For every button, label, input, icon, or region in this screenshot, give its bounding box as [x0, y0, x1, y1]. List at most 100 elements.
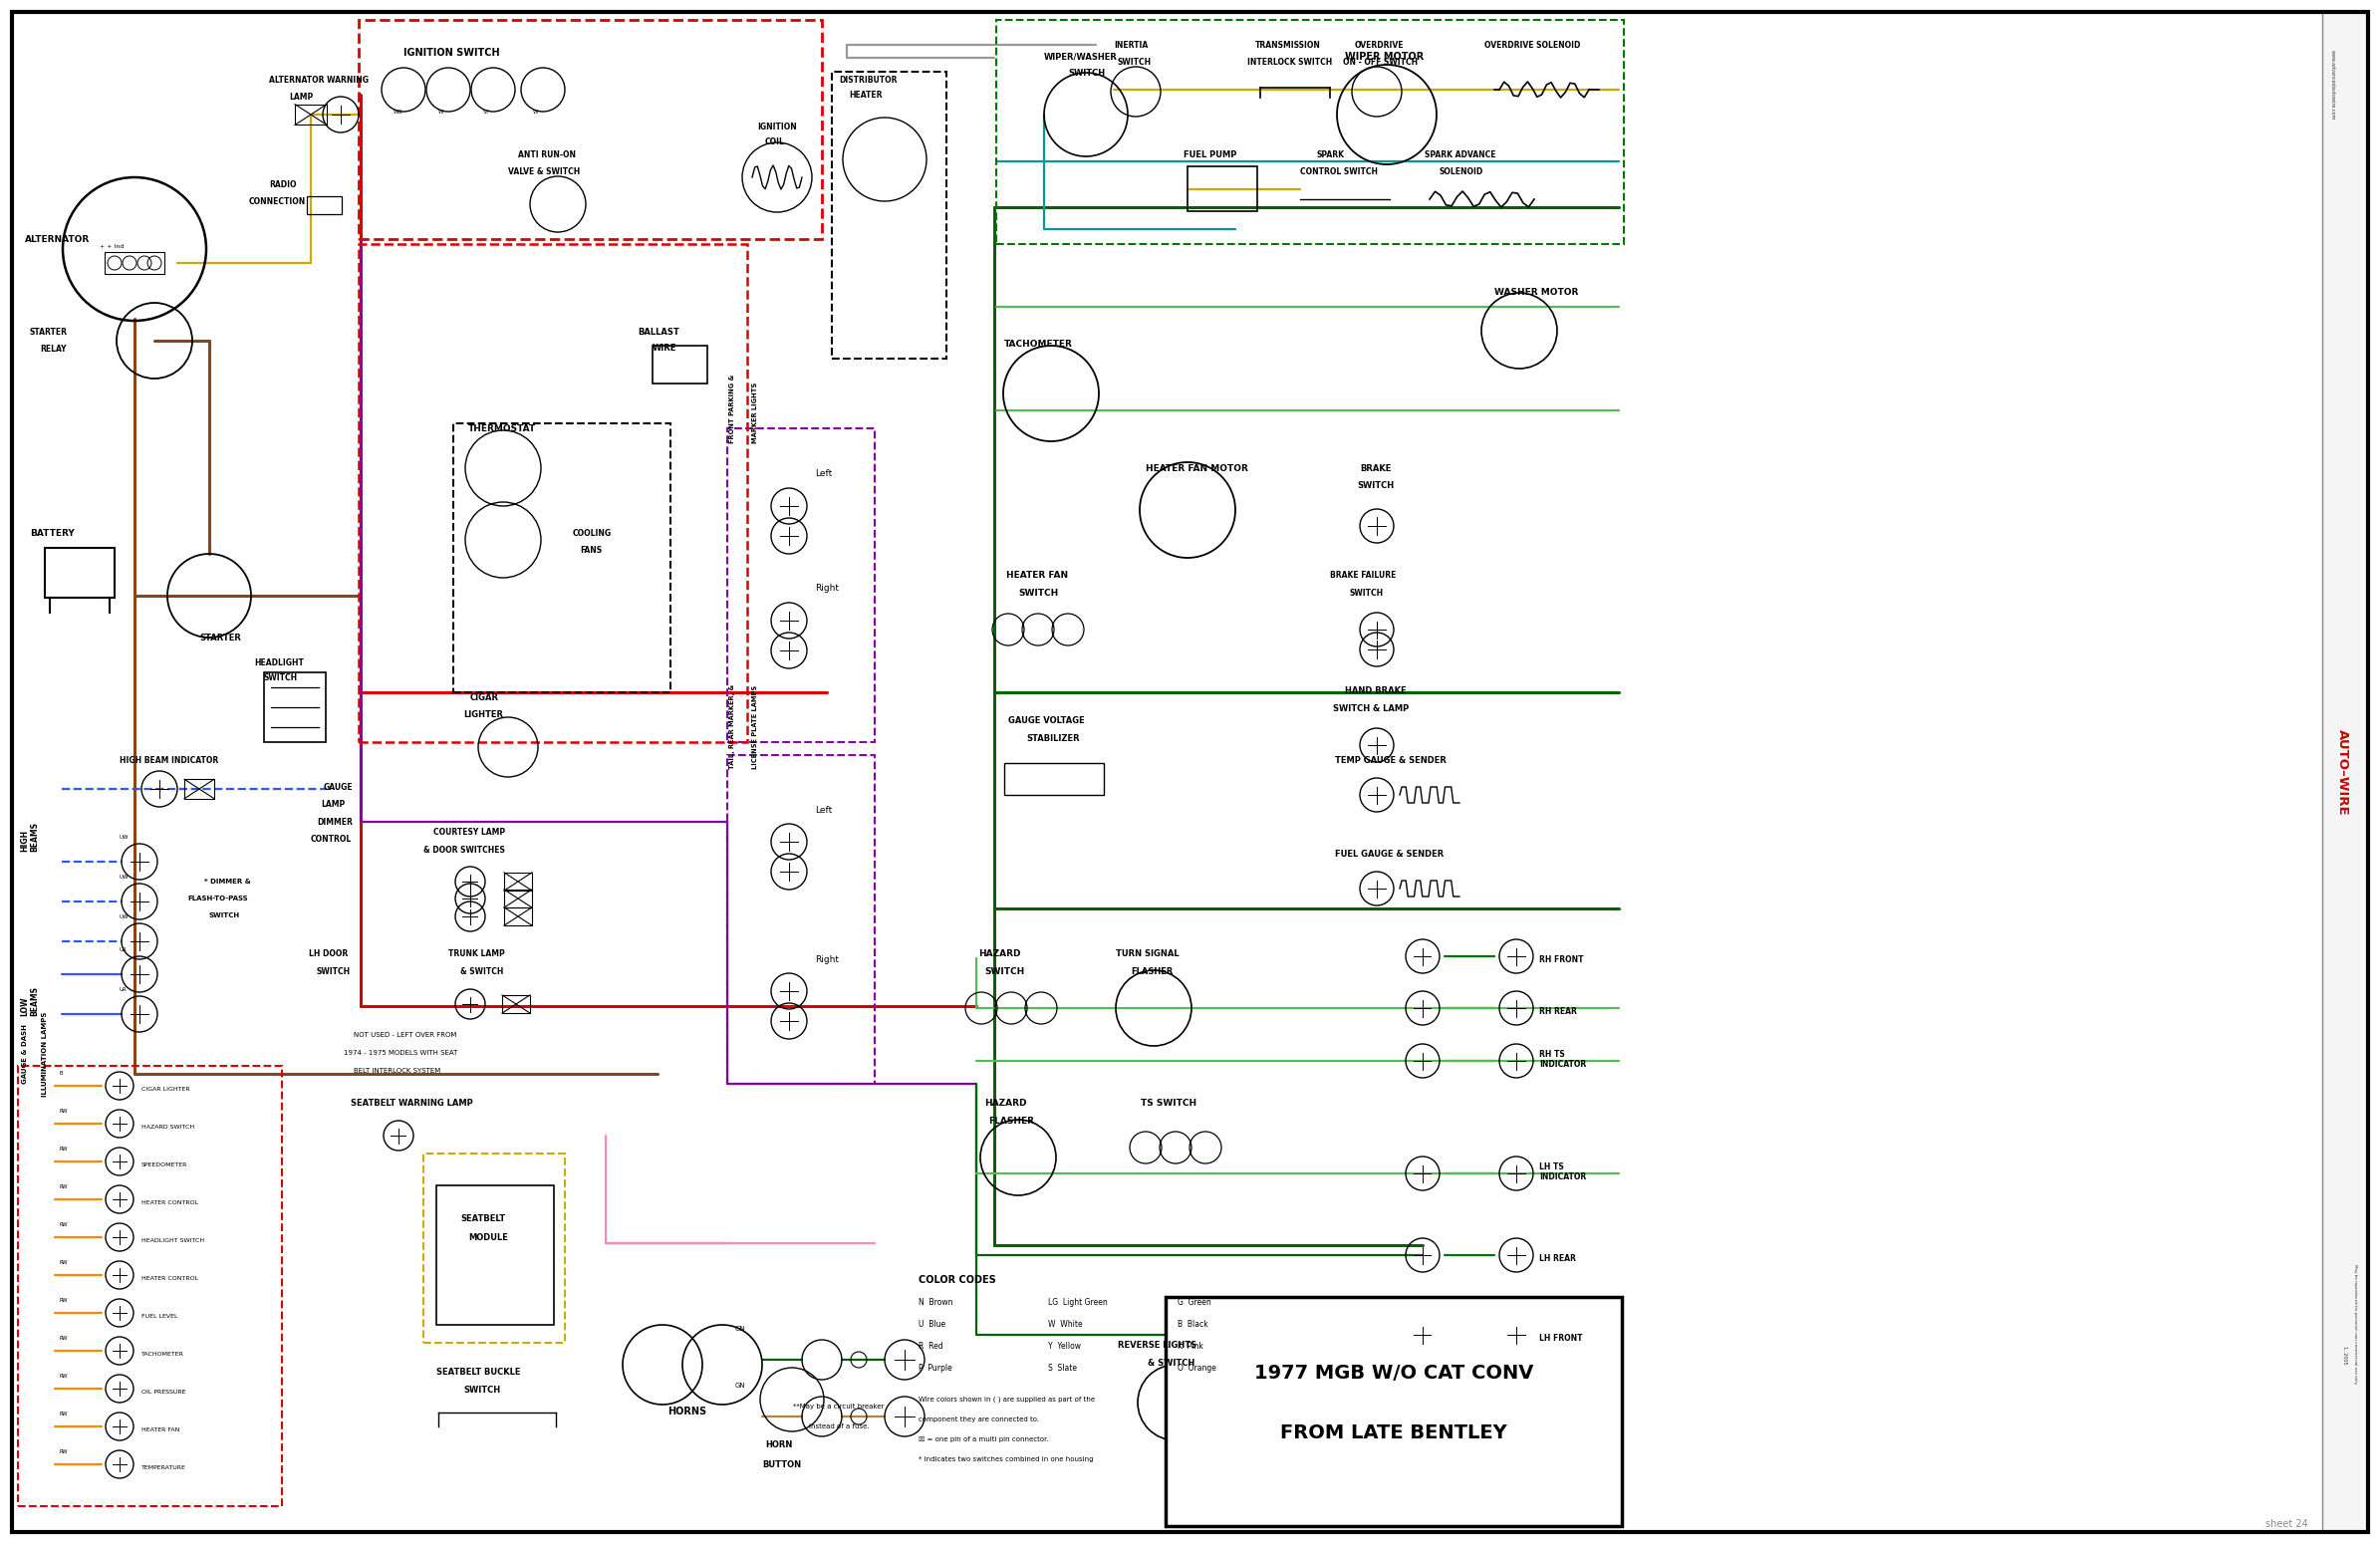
- Text: SWITCH: SWITCH: [1349, 588, 1383, 598]
- Text: COIL: COIL: [764, 137, 785, 147]
- Text: LH REAR: LH REAR: [1540, 1254, 1576, 1263]
- Text: SEATBELT: SEATBELT: [459, 1214, 505, 1223]
- Bar: [2323, 12, 2368, 1532]
- Text: TRANSMISSION: TRANSMISSION: [1254, 40, 1321, 49]
- Text: IGNITION: IGNITION: [757, 122, 797, 131]
- Bar: [264, 672, 326, 743]
- Text: REVERSE LIGHTS: REVERSE LIGHTS: [1119, 1340, 1197, 1349]
- Bar: [505, 889, 533, 908]
- Text: RH TS
INDICATOR: RH TS INDICATOR: [1540, 1050, 1585, 1068]
- Text: SWITCH: SWITCH: [264, 673, 298, 682]
- Bar: [652, 346, 707, 383]
- Text: ☒ = one pin of a multi pin connector.: ☒ = one pin of a multi pin connector.: [919, 1436, 1050, 1442]
- Text: GN: GN: [735, 1382, 745, 1388]
- Text: BELT INTERLOCK SYSTEM: BELT INTERLOCK SYSTEM: [355, 1068, 440, 1073]
- Text: Wire colors shown in ( ) are supplied as part of the: Wire colors shown in ( ) are supplied as…: [919, 1396, 1095, 1402]
- Text: CIGAR LIGHTER: CIGAR LIGHTER: [140, 1087, 190, 1092]
- Text: Right: Right: [814, 956, 838, 965]
- Text: SWITCH: SWITCH: [1069, 69, 1104, 77]
- Text: SWITCH: SWITCH: [209, 913, 240, 919]
- Text: HEADLIGHT SWITCH: HEADLIGHT SWITCH: [140, 1238, 205, 1243]
- Text: FROM LATE BENTLEY: FROM LATE BENTLEY: [1280, 1424, 1507, 1442]
- Text: HEATER FAN: HEATER FAN: [1007, 571, 1069, 579]
- Text: + + Ind: + + Ind: [100, 244, 124, 249]
- Text: CONTROL: CONTROL: [312, 835, 352, 843]
- Text: RW: RW: [60, 1184, 69, 1189]
- Text: 1977 MGB W/O CAT CONV: 1977 MGB W/O CAT CONV: [1254, 1363, 1533, 1382]
- Text: COURTESY LAMP: COURTESY LAMP: [433, 828, 505, 837]
- Text: & DOOR SWITCHES: & DOOR SWITCHES: [424, 846, 505, 855]
- Text: RELAY: RELAY: [40, 344, 67, 354]
- Text: BUTTON: BUTTON: [762, 1461, 802, 1470]
- Text: TURN SIGNAL: TURN SIGNAL: [1116, 950, 1178, 959]
- Text: RW: RW: [60, 1147, 69, 1152]
- Text: W: W: [438, 110, 443, 114]
- Text: TAIL, REAR MARKER, &: TAIL, REAR MARKER, &: [728, 684, 735, 769]
- Text: ANTI RUN-ON: ANTI RUN-ON: [519, 150, 576, 159]
- Text: FUEL GAUGE & SENDER: FUEL GAUGE & SENDER: [1335, 849, 1445, 858]
- Text: TS SWITCH: TS SWITCH: [1140, 1099, 1197, 1107]
- Text: HEATER FAN MOTOR: HEATER FAN MOTOR: [1145, 465, 1247, 472]
- Text: HAND BRAKE: HAND BRAKE: [1345, 687, 1407, 695]
- Text: component they are connected to.: component they are connected to.: [919, 1416, 1040, 1422]
- Text: & SWITCH: & SWITCH: [1147, 1359, 1195, 1368]
- Text: BRAKE FAILURE: BRAKE FAILURE: [1330, 571, 1397, 579]
- Text: **May be a circuit breaker: **May be a circuit breaker: [793, 1403, 885, 1410]
- Text: B  Black: B Black: [1178, 1320, 1209, 1329]
- Text: UW: UW: [119, 914, 129, 919]
- Text: Right: Right: [814, 584, 838, 593]
- Text: FLASH-TO-PASS: FLASH-TO-PASS: [188, 896, 248, 902]
- Bar: [1188, 167, 1257, 212]
- Text: HORN: HORN: [764, 1441, 793, 1450]
- Text: SEATBELT BUCKLE: SEATBELT BUCKLE: [436, 1368, 521, 1377]
- Text: P  Purple: P Purple: [919, 1363, 952, 1373]
- Bar: [1004, 763, 1104, 795]
- Text: GAUGE & DASH: GAUGE & DASH: [21, 1024, 29, 1084]
- Text: HEATER FAN: HEATER FAN: [140, 1428, 181, 1433]
- Text: SPARK ADVANCE: SPARK ADVANCE: [1426, 150, 1497, 159]
- Text: HAZARD: HAZARD: [978, 950, 1021, 959]
- Text: RW: RW: [60, 1450, 69, 1454]
- Text: RADIO: RADIO: [269, 181, 298, 190]
- Text: ON - OFF SWITCH: ON - OFF SWITCH: [1342, 57, 1418, 66]
- Text: SWITCH: SWITCH: [464, 1385, 500, 1394]
- Bar: [307, 196, 343, 215]
- Text: OVERDRIVE: OVERDRIVE: [1354, 40, 1404, 49]
- Text: RW: RW: [60, 1411, 69, 1416]
- Text: TACHOMETER: TACHOMETER: [140, 1351, 183, 1357]
- Text: 1974 - 1975 MODELS WITH SEAT: 1974 - 1975 MODELS WITH SEAT: [343, 1050, 457, 1056]
- Text: LH DOOR: LH DOOR: [309, 950, 347, 959]
- Text: THERMOSTAT: THERMOSTAT: [469, 425, 536, 434]
- Text: RW: RW: [60, 1260, 69, 1265]
- Text: FLASHER: FLASHER: [1130, 967, 1173, 976]
- Text: HAZARD: HAZARD: [985, 1099, 1026, 1107]
- Text: O  Orange: O Orange: [1178, 1363, 1216, 1373]
- Text: G  Green: G Green: [1178, 1299, 1211, 1306]
- Text: RW: RW: [60, 1336, 69, 1340]
- Text: HIGH BEAM INDICATOR: HIGH BEAM INDICATOR: [119, 757, 219, 764]
- Text: CONTROL SWITCH: CONTROL SWITCH: [1299, 167, 1378, 176]
- Text: LH FRONT: LH FRONT: [1540, 1334, 1583, 1343]
- Text: NOT USED - LEFT OVER FROM: NOT USED - LEFT OVER FROM: [355, 1031, 457, 1038]
- Text: FRONT PARKING &: FRONT PARKING &: [728, 374, 735, 443]
- Text: SWITCH & LAMP: SWITCH & LAMP: [1333, 704, 1409, 713]
- Text: RH FRONT: RH FRONT: [1540, 956, 1583, 965]
- Text: * DIMMER &: * DIMMER &: [205, 879, 250, 885]
- Text: INTERLOCK SWITCH: INTERLOCK SWITCH: [1247, 57, 1333, 66]
- Text: DIMMER: DIMMER: [317, 818, 352, 826]
- Text: TRUNK LAMP: TRUNK LAMP: [447, 950, 505, 959]
- Text: BALLAST: BALLAST: [638, 327, 678, 337]
- Text: STABILIZER: STABILIZER: [1026, 733, 1081, 743]
- Text: W  White: W White: [1047, 1320, 1083, 1329]
- Text: R  Red: R Red: [919, 1342, 942, 1351]
- Text: UR: UR: [119, 948, 126, 953]
- Text: W: W: [533, 110, 538, 114]
- Text: RW: RW: [60, 1109, 69, 1113]
- Text: Y  Yellow: Y Yellow: [1047, 1342, 1081, 1351]
- Text: OVERDRIVE SOLENOID: OVERDRIVE SOLENOID: [1485, 40, 1580, 49]
- Text: sheet 24: sheet 24: [2266, 1519, 2309, 1529]
- Bar: [1166, 1297, 1621, 1525]
- Text: SOLENOID: SOLENOID: [1440, 167, 1483, 176]
- Bar: [45, 548, 114, 598]
- Text: WIPER MOTOR: WIPER MOTOR: [1345, 52, 1423, 62]
